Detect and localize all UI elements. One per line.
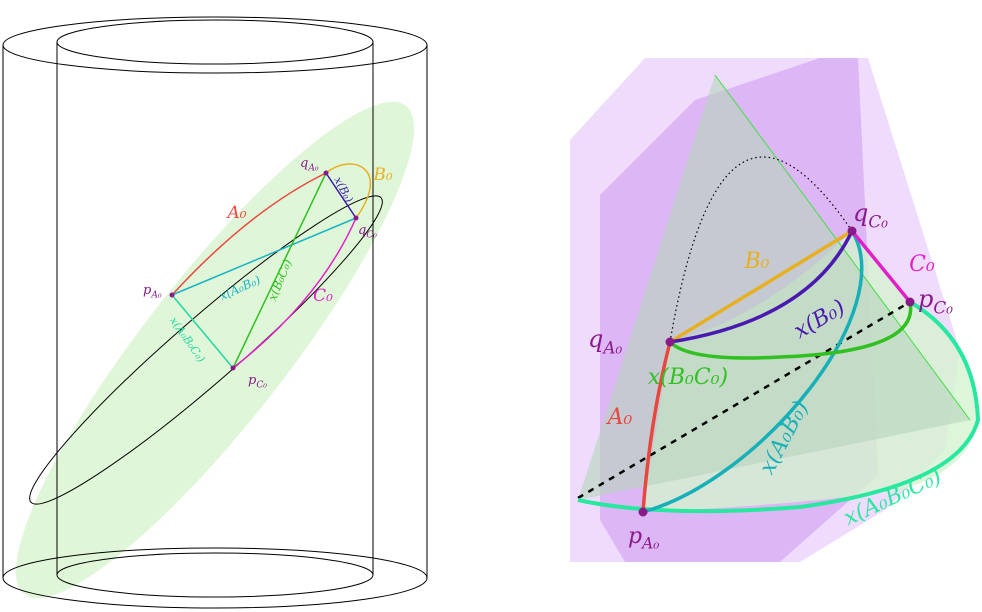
label: qA₀ [300, 156, 319, 174]
point [353, 215, 359, 221]
label-subscript: C₀ [868, 211, 888, 231]
left-panel [2, 16, 428, 609]
label-text: x(B₀C₀) [648, 365, 728, 390]
point [905, 297, 915, 307]
label: A₀ [606, 405, 633, 430]
dashed-line [577, 300, 911, 500]
label-text: q [588, 325, 603, 353]
curve-xb0 [325, 172, 357, 219]
curve-b0 [325, 163, 371, 219]
label-subscript: A₀ [150, 290, 162, 300]
curve-c0 [232, 217, 357, 369]
point [323, 170, 329, 176]
label-text: q [358, 223, 366, 238]
curve-a0 [171, 172, 327, 296]
curve-xb0c0 [232, 172, 327, 369]
label: C₀ [909, 252, 935, 277]
label: qA₀ [588, 325, 622, 357]
curve-xb0 [669, 230, 854, 344]
green-plane [15, 101, 415, 599]
curve-b0 [669, 229, 853, 344]
label-text: p [918, 285, 933, 313]
curve-c0 [850, 229, 912, 304]
point [638, 507, 648, 517]
label-text: C₀ [313, 286, 333, 306]
label: C₀ [313, 286, 333, 306]
cylinder-top-inner [56, 19, 374, 65]
label-subscript: C₀ [366, 230, 377, 240]
cylinder-top-outer [2, 16, 428, 74]
label-text: q [853, 199, 868, 227]
curve-xb0c0 [668, 301, 913, 360]
label-subscript: A₀ [307, 163, 319, 173]
ellipse [29, 195, 383, 505]
curve-xa0b0 [642, 230, 864, 514]
curve-a0 [641, 341, 672, 513]
label-text: p [628, 524, 642, 549]
label-text: p [248, 373, 257, 388]
label: pC₀ [918, 285, 953, 317]
label: pA₀ [628, 524, 659, 553]
label-text: A₀ [225, 203, 246, 223]
point [230, 365, 236, 371]
label-text: q [300, 156, 308, 171]
cylinder-bottom-inner [56, 552, 374, 598]
label-subscript: A₀ [640, 535, 659, 553]
point [847, 226, 857, 236]
point [665, 337, 675, 347]
point [169, 292, 175, 298]
curve-xa0b0c0 [577, 300, 981, 514]
curve-xa0b0c0 [171, 294, 234, 369]
label: pA₀ [143, 283, 162, 301]
label-text: B₀ [744, 249, 770, 274]
dotted-curve [669, 156, 853, 343]
curve-xa0b0 [171, 217, 357, 296]
right-panel [570, 58, 981, 562]
label-subscript: C₀ [933, 297, 953, 317]
cone-plane [578, 75, 970, 500]
label: A₀ [225, 203, 246, 223]
label-text: B₀ [372, 165, 392, 185]
label-text: C₀ [909, 252, 935, 277]
label: qC₀ [853, 199, 888, 231]
label: qC₀ [358, 223, 377, 241]
label-subscript: A₀ [601, 337, 622, 357]
label-text: p [143, 283, 152, 298]
label: x(B₀C₀) [648, 365, 728, 390]
label-subscript: C₀ [256, 380, 267, 390]
label-text: A₀ [606, 405, 633, 430]
label: B₀ [744, 249, 770, 274]
label: B₀ [372, 165, 392, 185]
label: pC₀ [248, 373, 267, 391]
